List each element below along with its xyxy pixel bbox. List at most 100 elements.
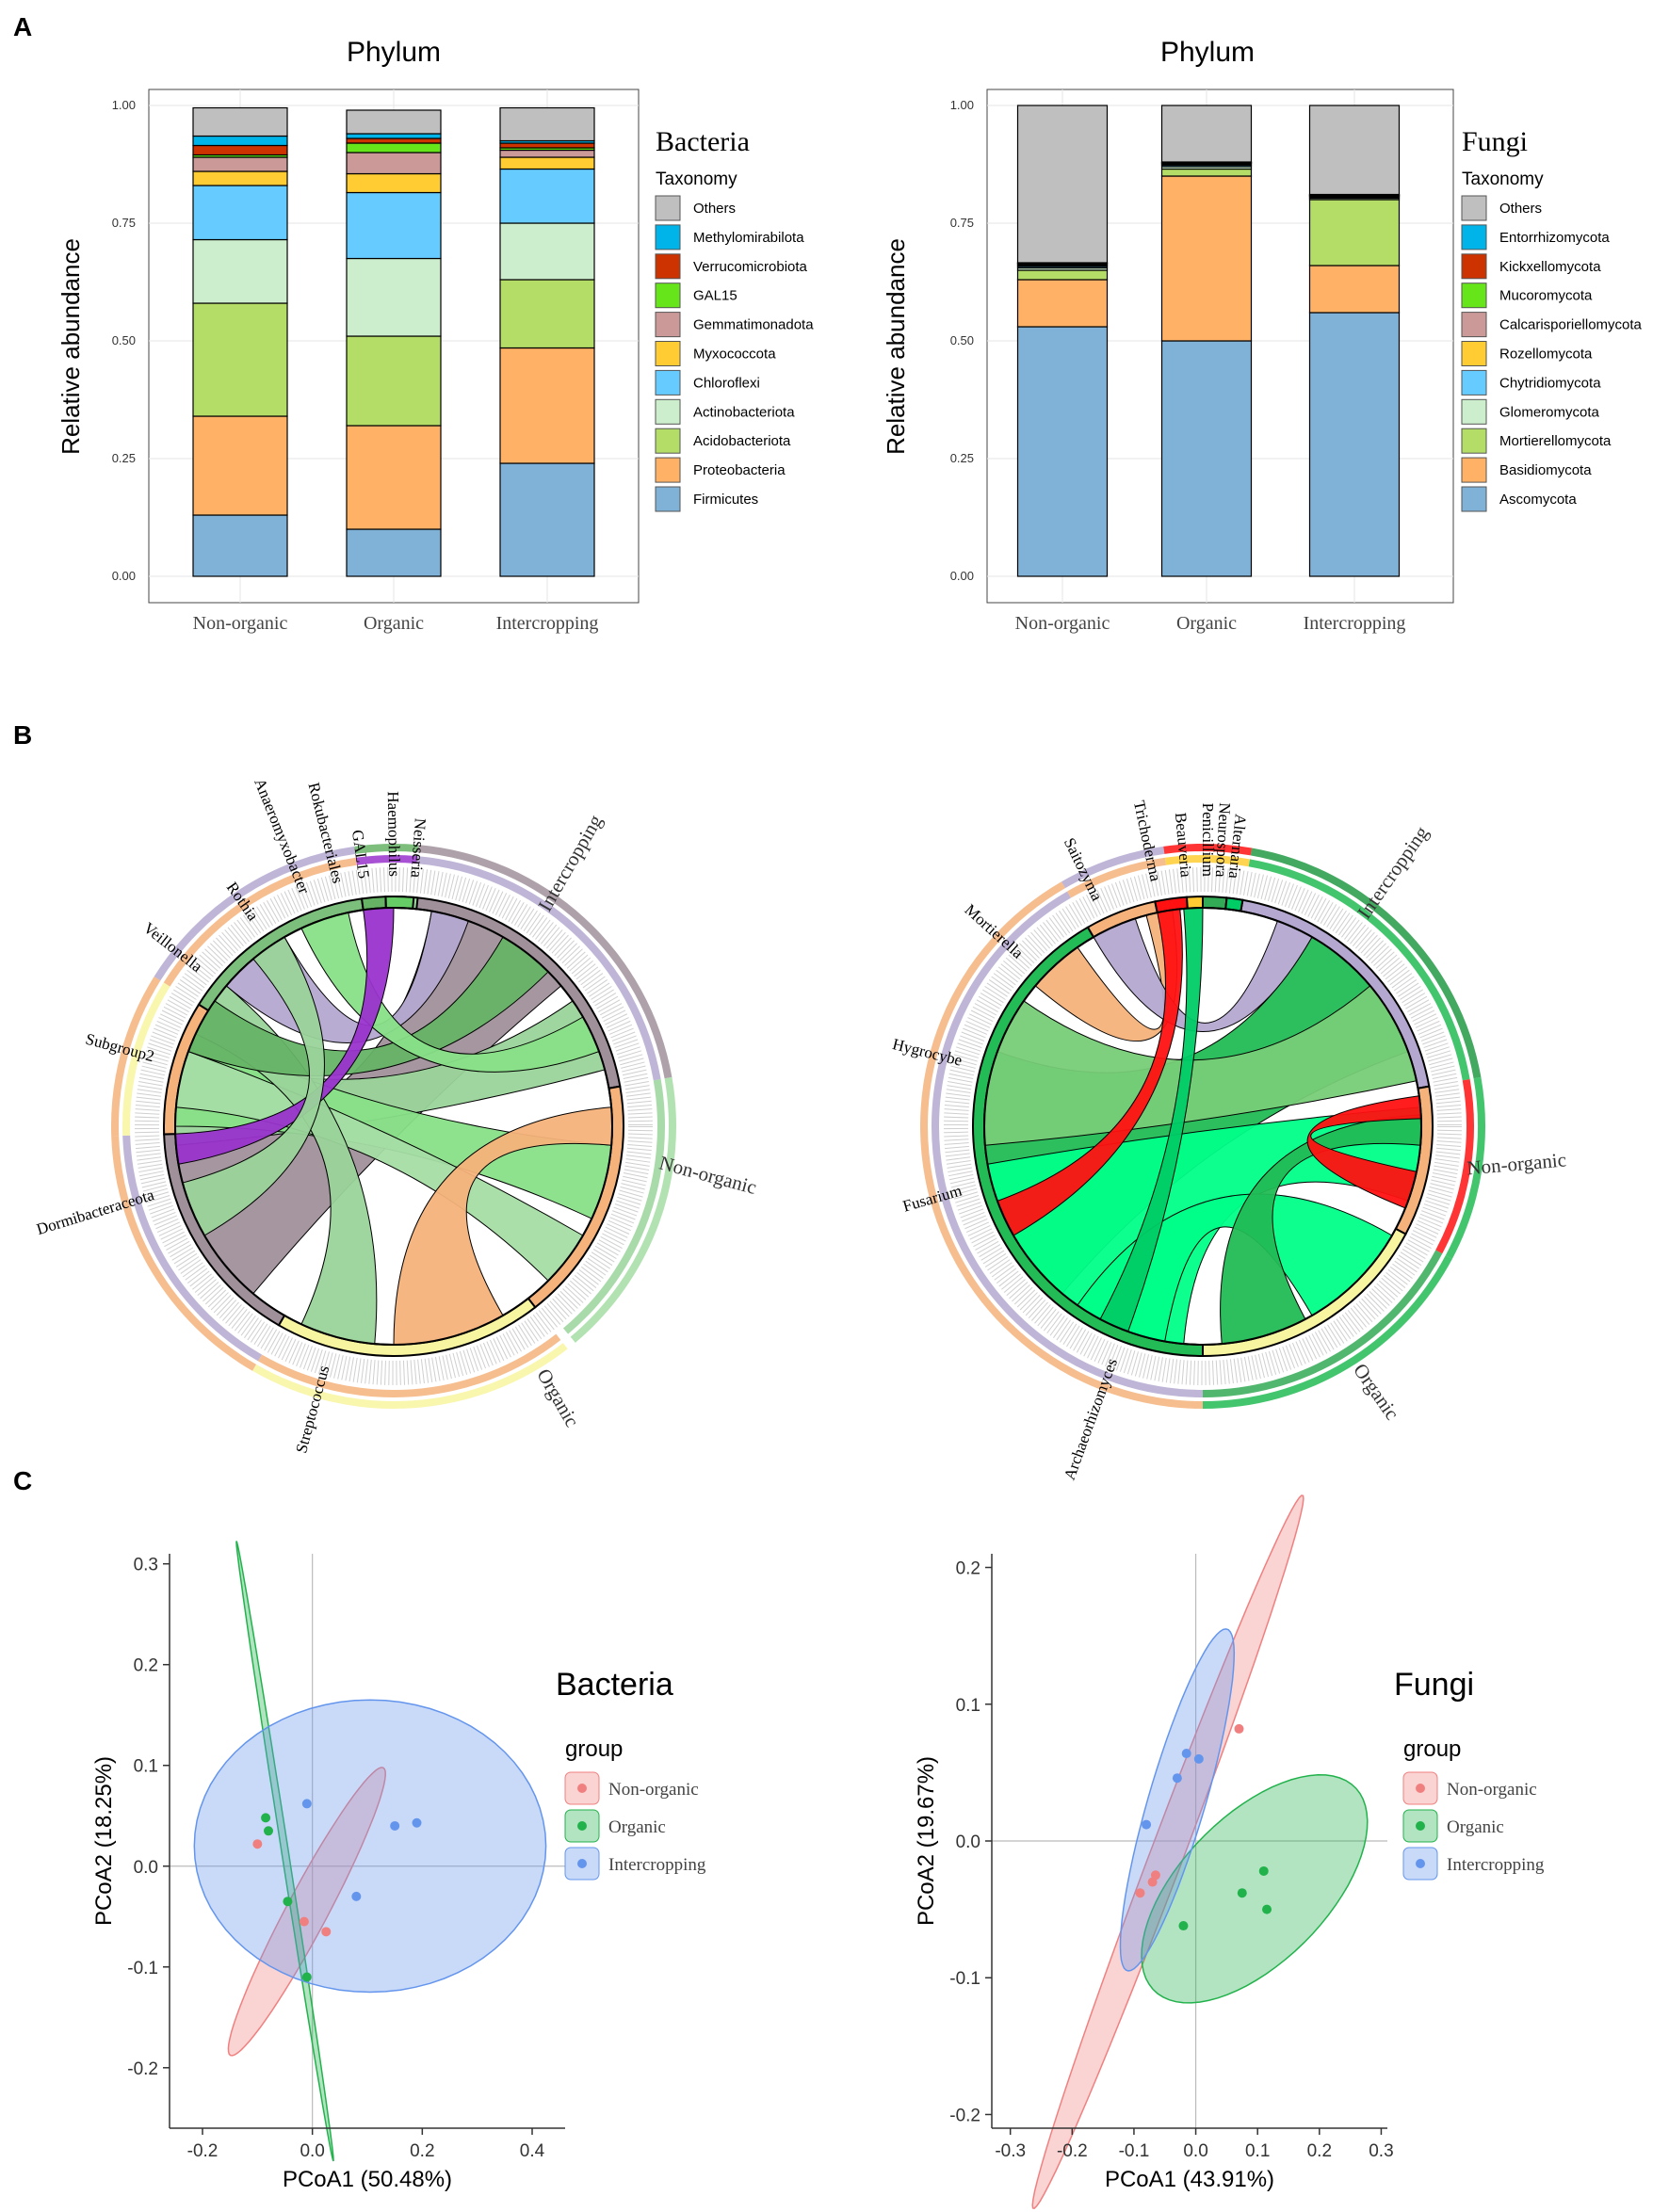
bacteria-bar-intercropping-proteobacteria	[499, 347, 595, 464]
bacteria-pcoa-point-organic	[261, 1813, 271, 1823]
fungi-bar-organic-ascomycota	[1160, 340, 1253, 577]
bacteria-bar-organic-chloroflexi	[346, 191, 442, 260]
bacteria-pcoa-y-axis-label: PCoA2 (18.25%)	[91, 1756, 117, 1926]
bacteria-bar-title: Phylum	[347, 37, 441, 68]
bacteria-bar-intercropping-myxococcota	[499, 156, 595, 170]
bacteria-chord-outer-ring	[570, 1076, 677, 1343]
bacteria-bar-non-organic-others	[192, 106, 288, 137]
fungi-chord-outer-ring	[1445, 1076, 1485, 1259]
fungi-legend-swatch-glomeromycota	[1461, 398, 1487, 425]
bacteria-pcoa-point-intercropping	[301, 1799, 312, 1809]
fungi-pcoa-title: Fungi	[1394, 1667, 1474, 1703]
bacteria-pcoa-xtick-label: 0.4	[520, 2141, 545, 2161]
bacteria-y-axis-label: Relative abundance	[57, 238, 85, 455]
bacteria-bar-organic-firmicutes	[346, 528, 442, 577]
bacteria-pcoa-ytick-label: 0.1	[134, 1757, 158, 1777]
bacteria-chord-taxon-label: Haemophilus	[384, 791, 404, 877]
bacteria-chord-outer-ring	[110, 977, 161, 1137]
bacteria-chord-inner-circle	[174, 907, 613, 1346]
bacteria-bar-intercropping-actinobacteriota	[499, 222, 595, 281]
fungi-pcoa-point-non-organic	[1150, 1870, 1160, 1881]
bacteria-legend-swatch-gemmatimonadota	[655, 312, 681, 338]
bacteria-chord-taxon-label: Neisseria	[407, 817, 429, 879]
bacteria-chord-outer-ring	[416, 856, 661, 1081]
fungi-legend-swatch-chytridiomycota	[1461, 369, 1487, 396]
bacteria-bar-organic-acidobacteriota	[346, 335, 442, 427]
fungi-bar-non-organic-others	[1016, 105, 1109, 264]
fungi-bar-organic-others	[1160, 105, 1253, 163]
fungi-x-ticks: Non-organic Organic Intercropping	[1015, 613, 1406, 634]
bacteria-bar-non-organic-proteobacteria	[192, 415, 288, 516]
bacteria-legend-label-actinobacteriota: Actinobacteriota	[693, 404, 795, 420]
fungi-pcoa-point-intercropping	[1181, 1749, 1191, 1759]
fungi-pcoa-legend-label-non-organic: Non-organic	[1447, 1780, 1537, 1800]
bacteria-bar-organic-others	[346, 109, 442, 135]
fungi-chord-taxon-label: Beauveria	[1172, 812, 1195, 879]
bacteria-legend-label-gal15: GAL15	[693, 288, 737, 304]
fungi-pcoa-ytick-label: 0.2	[956, 1559, 980, 1579]
fungi-pcoa-y-axis-label: PCoA2 (19.67%)	[914, 1756, 939, 1926]
fungi-pcoa-ellipse-non-organic	[1031, 1494, 1304, 2210]
fungi-legend-label-entorrhizomycota: Entorrhizomycota	[1499, 230, 1610, 246]
fungi-legend-label-others: Others	[1499, 201, 1542, 217]
bacteria-chord-sector	[384, 896, 415, 910]
fungi-pcoa-point-organic	[1237, 1888, 1247, 1898]
fungi-pcoa-ytick-label: 0.1	[956, 1696, 980, 1716]
fungi-chord-group-label-organic: Organic	[1349, 1359, 1403, 1424]
bacteria-chord-outer-ring	[354, 844, 419, 854]
bacteria-legend-swatch-verrucomicrobiota	[655, 253, 681, 280]
fungi-chord-outer-ring	[1164, 855, 1251, 867]
fungi-pcoa-point-intercropping	[1142, 1819, 1152, 1830]
fungi-chord-outer-ring	[1435, 1078, 1474, 1254]
fungi-pcoa-ytick-label: -0.1	[949, 1969, 980, 1989]
bacteria-chord-outer-ring	[417, 845, 672, 1079]
bacteria-legend-label-methylomirabilota: Methylomirabilota	[693, 230, 804, 246]
fungi-bar-intercropping-mortierellomycota	[1308, 199, 1401, 266]
fungi-chord-sector	[1185, 895, 1204, 910]
fungi-bar-organic-basidiomycota	[1160, 175, 1253, 342]
fungi-pcoa-legend-label-organic: Organic	[1447, 1817, 1504, 1837]
fungi-bar-title: Phylum	[1160, 37, 1255, 68]
fungi-pcoa-point-intercropping	[1193, 1753, 1204, 1764]
fungi-legend-title: Fungi	[1462, 126, 1528, 157]
bacteria-chord-outer-ring	[355, 855, 418, 865]
fungi-legend-swatch-entorrhizomycota	[1461, 224, 1487, 250]
bacteria-pcoa-plot: -0.2 0.0 0.2 0.4 -0.2 -0.1 0.0 0.1 0.2 0.3 PCoA1 (…	[91, 1541, 706, 2192]
bacteria-legend-label-acidobacteriota: Acidobacteriota	[693, 433, 791, 449]
bacteria-x-ticks: Non-organic Organic Intercropping	[193, 613, 599, 634]
bacteria-legend-label-verrucomicrobiota: Verrucomicrobiota	[693, 259, 808, 275]
bacteria-bar-non-organic-gemmatimonadota	[192, 156, 288, 172]
fungi-chord-outer-ring	[1163, 844, 1253, 856]
bacteria-legend-title: Bacteria	[656, 126, 750, 157]
fungi-chord-group-label-intercropping: Intercropping	[1353, 821, 1434, 923]
bacteria-legend-swatch-gal15	[655, 283, 681, 309]
bacteria-chord-diagram: NeisseriaHaemophilusGAL15Rokubacteriales…	[35, 776, 759, 1455]
fungi-chord-outer-ring	[1067, 857, 1167, 898]
fungi-bar-intercropping-ascomycota	[1308, 312, 1401, 577]
fungi-xtick-organic: Organic	[1176, 613, 1237, 634]
fungi-pcoa-ytick-label: 0.0	[956, 1833, 980, 1852]
bacteria-pcoa-point-intercropping	[412, 1817, 422, 1828]
bacteria-bar-chart: Phylum 0.00 0.25 0.50 0.75 1.00 Non-organic O…	[57, 37, 814, 634]
fungi-pcoa-legend-dot-intercropping	[1416, 1859, 1425, 1868]
fungi-pcoa-point-organic	[1258, 1865, 1269, 1876]
bacteria-pcoa-ellipse-organic	[235, 1541, 334, 2162]
bacteria-chord-outer-ring	[122, 982, 170, 1137]
bacteria-ytick-label: 0.75	[112, 216, 136, 230]
bacteria-pcoa-point-organic	[264, 1826, 273, 1836]
fungi-chord-inner-circle	[983, 907, 1422, 1346]
fungi-ytick-label: 0.25	[950, 451, 974, 465]
bacteria-pcoa-point-non-organic	[299, 1916, 309, 1927]
fungi-pcoa-point-organic	[1262, 1904, 1272, 1914]
bacteria-pcoa-point-non-organic	[321, 1927, 332, 1937]
panel-label-c: C	[13, 1466, 32, 1495]
fungi-pcoa-point-non-organic	[1234, 1723, 1244, 1734]
panel-label-b: B	[13, 720, 32, 750]
bacteria-pcoa-legend-dot-organic	[577, 1821, 587, 1831]
bacteria-legend-subtitle: Taxonomy	[656, 170, 737, 189]
fungi-legend-label-basidiomycota: Basidiomycota	[1499, 462, 1592, 478]
bacteria-ytick-label: 1.00	[112, 98, 136, 112]
bacteria-pcoa-ytick-label: -0.1	[127, 1959, 158, 1978]
fungi-ytick-label: 1.00	[950, 98, 974, 112]
bacteria-legend-label-chloroflexi: Chloroflexi	[693, 375, 760, 391]
